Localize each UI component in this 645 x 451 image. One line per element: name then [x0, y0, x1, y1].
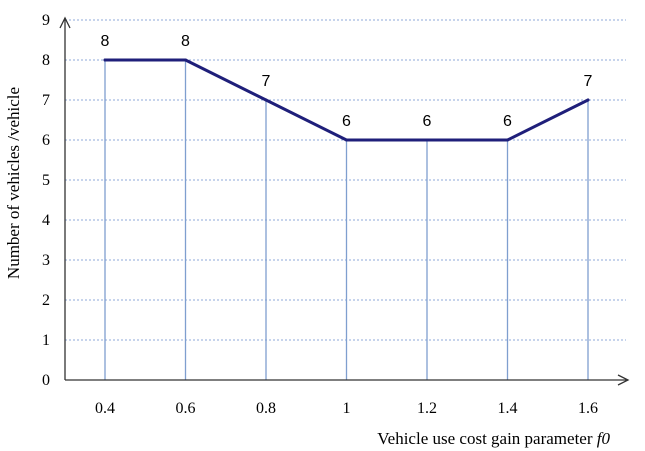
- y-tick-labels: 0 1 2 3 4 5 6 7 8 9: [42, 12, 50, 389]
- x-tick-labels: 0.4 0.6 0.8 1 1.2 1.4 1.6: [95, 400, 598, 417]
- x-tick-label-1: 1: [343, 400, 351, 417]
- y-axis-arrow: [59, 16, 71, 29]
- data-label-0.6: 8: [181, 33, 190, 50]
- x-tick-label-0.6: 0.6: [176, 400, 196, 417]
- x-tick-label-1.4: 1.4: [498, 400, 518, 417]
- data-labels: 8 8 7 6 6 6 7: [101, 33, 593, 130]
- y-tick-label-3: 3: [42, 252, 50, 269]
- data-label-0.4: 8: [101, 33, 110, 50]
- data-point-0.8: [264, 98, 268, 102]
- y-tick-label-9: 9: [42, 12, 50, 29]
- y-tick-label-4: 4: [42, 212, 50, 229]
- y-tick-label-6: 6: [42, 132, 50, 149]
- data-point-1: [345, 138, 348, 142]
- drop-lines: [104, 60, 589, 380]
- y-tick-label-5: 5: [42, 172, 50, 189]
- data-label-0.8: 7: [262, 73, 271, 90]
- data-label-1: 6: [342, 113, 351, 130]
- x-axis-title-param: f0: [597, 429, 611, 448]
- x-tick-label-1.6: 1.6: [578, 400, 598, 417]
- gridlines: [65, 19, 626, 341]
- data-point-1.4: [506, 138, 509, 142]
- data-label-1.6: 7: [584, 73, 593, 90]
- y-tick-label-2: 2: [42, 292, 50, 309]
- data-label-1.4: 6: [503, 113, 512, 130]
- x-tick-label-0.8: 0.8: [256, 400, 276, 417]
- data-point-0.6: [184, 58, 187, 62]
- x-tick-label-0.4: 0.4: [95, 400, 115, 417]
- data-point-0.4: [103, 58, 107, 62]
- y-tick-label-1: 1: [42, 332, 50, 349]
- x-axis-arrow: [617, 374, 630, 386]
- x-axis-title-text: Vehicle use cost gain parameter: [377, 429, 593, 448]
- x-tick-label-1.2: 1.2: [417, 400, 437, 417]
- data-label-1.2: 6: [423, 113, 432, 130]
- x-axis-title: Vehicle use cost gain parameter f0: [377, 429, 610, 448]
- data-point-1.6: [586, 98, 590, 102]
- y-tick-label-7: 7: [42, 92, 50, 109]
- data-series: [103, 58, 590, 142]
- y-axis-title: Number of vehicles /vehicle: [4, 87, 23, 279]
- y-tick-label-0: 0: [42, 372, 50, 389]
- y-tick-label-8: 8: [42, 52, 50, 69]
- data-point-1.2: [425, 138, 429, 142]
- axes: [59, 16, 630, 386]
